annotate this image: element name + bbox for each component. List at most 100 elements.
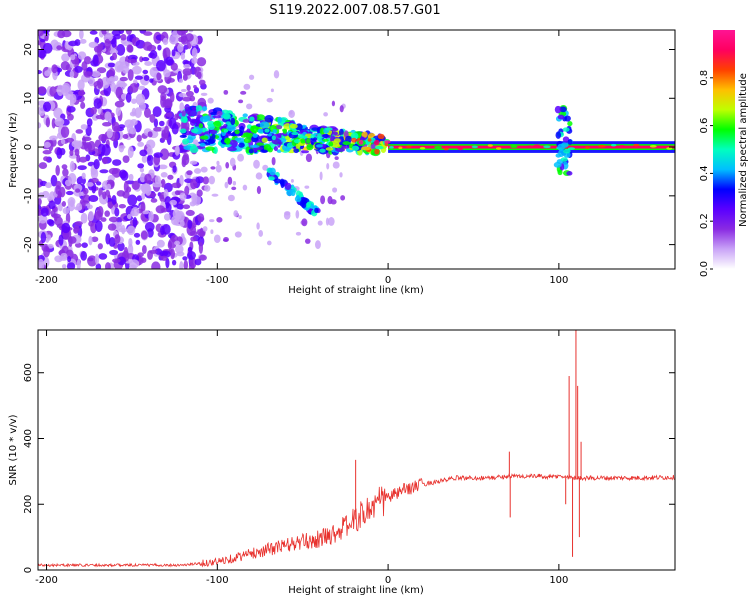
heatmap-cell [142, 69, 149, 75]
heatmap-cell [240, 90, 247, 95]
heatmap-cell [559, 106, 567, 113]
heatmap-cell [66, 262, 76, 269]
heatmap-cell [137, 252, 144, 257]
heatmap-cell [186, 251, 196, 260]
heatmap-cell [96, 181, 102, 186]
heatmap-cell [160, 178, 166, 188]
heatmap-cell [122, 191, 130, 199]
heatmap-cell [255, 172, 263, 180]
heatmap-cell [557, 169, 563, 176]
heatmap-x-tick-label: 100 [549, 275, 568, 286]
heatmap-cell [290, 179, 294, 183]
heatmap-cell [314, 207, 319, 213]
heatmap-cell [46, 234, 52, 241]
heatmap-cell [268, 176, 275, 181]
colorbar-label: Normalized spectral amplitude [738, 73, 749, 227]
heatmap-cell [77, 79, 85, 91]
heatmap-cell [77, 90, 85, 97]
heatmap-cell [264, 114, 274, 123]
heatmap-cell [168, 34, 179, 45]
heatmap-frame [37, 29, 676, 270]
heatmap-cell [177, 43, 184, 53]
heatmap-cell [38, 198, 42, 206]
heatmap-cell [108, 237, 116, 247]
heatmap-cell [233, 210, 239, 218]
heatmap-cell [179, 128, 187, 134]
heatmap-cell [61, 30, 72, 38]
heatmap-cell [122, 133, 129, 139]
heatmap-cell [81, 172, 86, 180]
heatmap-cell [207, 125, 216, 130]
heatmap-cell [91, 70, 101, 78]
heatmap-cell [170, 248, 175, 260]
heatmap-cell [94, 220, 103, 233]
heatmap-cell [487, 144, 493, 147]
heatmap-cell [96, 78, 104, 89]
heatmap-cell [67, 113, 74, 121]
heatmap-cell [375, 145, 384, 150]
heatmap-cell [38, 122, 42, 129]
heatmap-cell [142, 210, 150, 215]
heatmap-cell [48, 200, 56, 210]
heatmap-cell [316, 144, 323, 148]
heatmap-cell [457, 147, 464, 151]
heatmap-cell [189, 118, 197, 123]
heatmap-cell [306, 143, 314, 151]
heatmap-cell [361, 131, 368, 138]
heatmap-cell [88, 235, 93, 246]
heatmap-cell [77, 51, 87, 60]
snr-series-line [38, 473, 675, 568]
heatmap-cell [232, 181, 237, 186]
heatmap-cell [197, 71, 202, 79]
heatmap-cell [69, 160, 75, 173]
heatmap-cell [300, 138, 306, 142]
snr-x-tick-label: -200 [35, 575, 58, 586]
heatmap-cell [68, 235, 73, 247]
heatmap-cell [406, 145, 412, 148]
heatmap-cell [128, 173, 134, 181]
heatmap-cell [80, 212, 88, 224]
heatmap-cell [97, 243, 103, 250]
heatmap-cell [141, 244, 147, 254]
heatmap-cell [273, 146, 278, 152]
heatmap-cell [213, 127, 220, 131]
heatmap-cell [115, 86, 123, 99]
heatmap-cell [139, 56, 144, 63]
heatmap-cell [107, 62, 116, 68]
heatmap-cell [373, 139, 380, 146]
heatmap-cell [49, 86, 57, 97]
heatmap-cell [191, 47, 198, 59]
heatmap-cell [585, 146, 590, 149]
heatmap-cell [68, 173, 77, 185]
heatmap-cell [98, 253, 108, 260]
heatmap-cell [211, 133, 216, 139]
snr-y-tick-label: 600 [23, 363, 34, 382]
heatmap-cell [301, 218, 308, 227]
heatmap-cell [74, 148, 80, 157]
heatmap-cell [127, 45, 134, 53]
heatmap-cell [271, 156, 276, 166]
heatmap-cell [564, 115, 571, 122]
heatmap-cell [186, 84, 191, 92]
heatmap-cell [143, 107, 152, 118]
heatmap-cell [90, 167, 99, 180]
heatmap-cell [242, 119, 250, 123]
figure-title: S119.2022.007.08.57.G01 [269, 3, 440, 18]
heatmap-cell [94, 253, 100, 265]
heatmap-cell [322, 138, 329, 142]
heatmap-cell [185, 209, 195, 216]
heatmap-cell [199, 116, 209, 123]
heatmap-cell [342, 141, 351, 146]
heatmap-cell [322, 133, 329, 138]
heatmap-cell [223, 89, 229, 95]
heatmap-cell [163, 47, 171, 60]
heatmap-cell [42, 150, 52, 155]
heatmap-cell [198, 79, 206, 86]
heatmap-cell [553, 161, 562, 168]
heatmap-cell [127, 58, 137, 64]
heatmap-cell [160, 225, 165, 236]
heatmap-cell [176, 251, 185, 257]
heatmap-x-axis: -200 -100 0 100 [35, 30, 568, 286]
heatmap-cell [147, 131, 153, 138]
heatmap-cell [75, 129, 84, 134]
